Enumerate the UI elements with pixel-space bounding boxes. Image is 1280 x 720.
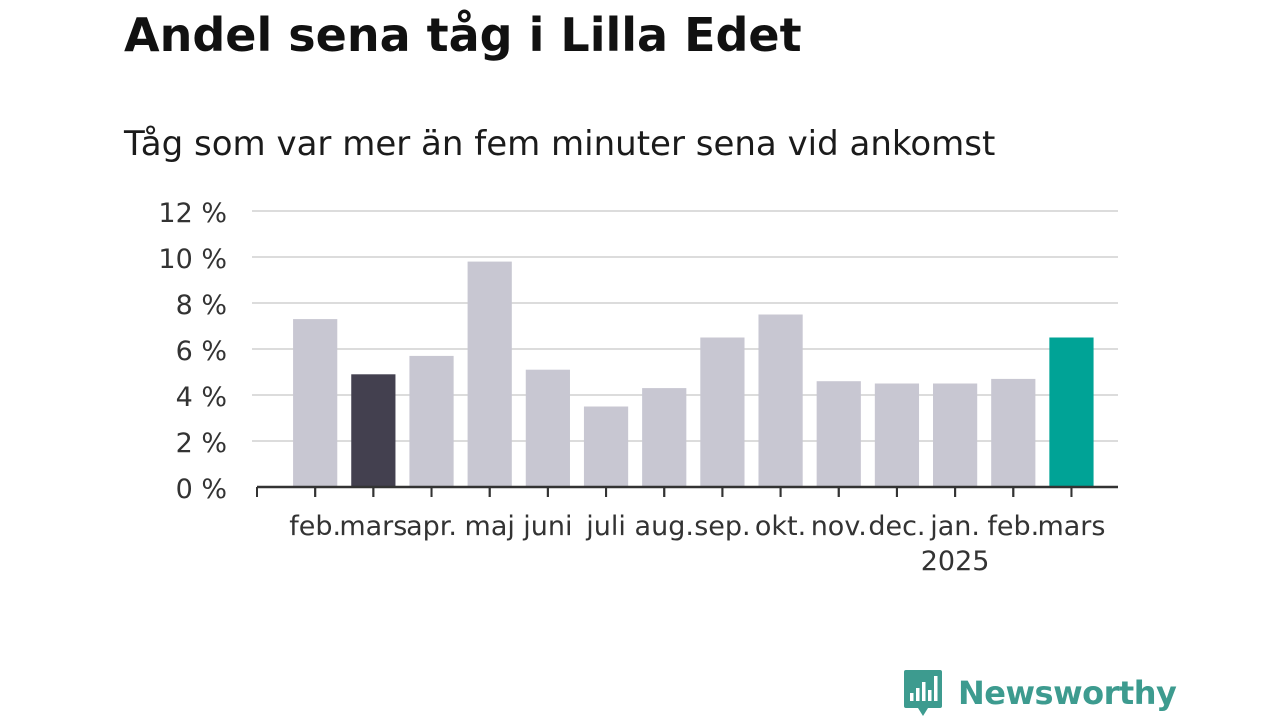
y-tick-label: 0 % <box>176 474 227 505</box>
y-tick-label: 2 % <box>176 428 227 459</box>
bar <box>874 383 920 487</box>
x-tick-label: maj <box>465 511 515 542</box>
y-tick-label: 6 % <box>176 336 227 367</box>
bar <box>933 383 978 487</box>
bar <box>525 369 570 487</box>
bar <box>816 381 861 487</box>
x-tick-label: apr. <box>406 511 457 542</box>
x-tick-label: mars <box>1037 511 1105 542</box>
bar <box>991 378 1036 487</box>
bar <box>583 406 629 487</box>
x-tick-label: sep. <box>694 511 750 542</box>
bar <box>700 337 745 487</box>
bar <box>351 374 396 487</box>
bar <box>642 388 687 487</box>
bar <box>409 355 454 487</box>
chart-title: Andel sena tåg i Lilla Edet <box>124 8 802 62</box>
newsworthy-logo-icon <box>904 670 942 716</box>
y-tick-label: 8 % <box>176 290 227 321</box>
x-tick-label: jan. <box>929 511 980 542</box>
x-tick-label: okt. <box>755 511 806 542</box>
newsworthy-logo-text: Newsworthy <box>958 674 1177 712</box>
x-tick-label: juni <box>522 511 572 542</box>
bar <box>758 314 803 487</box>
y-tick-label: 12 % <box>158 198 227 229</box>
x-tick-label: aug. <box>635 511 694 542</box>
bar <box>1049 337 1094 487</box>
bar <box>293 319 338 487</box>
y-tick-label: 10 % <box>158 244 227 275</box>
chart-subtitle: Tåg som var mer än fem minuter sena vid … <box>124 124 996 164</box>
x-tick-label: juli <box>585 511 626 542</box>
year-label: 2025 <box>921 546 990 577</box>
y-tick-label: 4 % <box>176 382 227 413</box>
x-tick-label: nov. <box>811 511 867 542</box>
bar <box>467 261 512 487</box>
x-tick-label: mars <box>339 511 407 542</box>
newsworthy-logo: Newsworthy <box>902 668 1177 718</box>
x-tick-label: feb. <box>987 511 1039 542</box>
x-tick-label: dec. <box>868 511 925 542</box>
x-tick-label: feb. <box>289 511 341 542</box>
